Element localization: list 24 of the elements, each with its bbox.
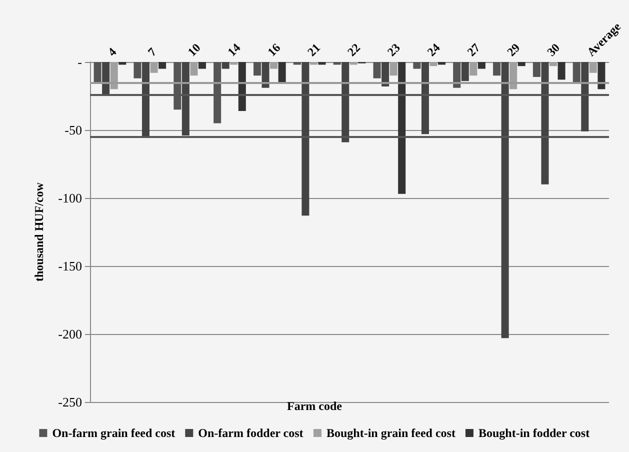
y-tick-label: - <box>78 54 82 70</box>
x-tick-label: 30 <box>544 40 563 59</box>
x-tick-label: 16 <box>264 40 284 59</box>
y-axis-title: thousand HUF/cow <box>32 182 46 282</box>
x-tick-label: 27 <box>464 40 483 59</box>
legend-label: Bought-in fodder cost <box>478 426 590 440</box>
y-tick-label: -250 <box>58 394 82 410</box>
legend-label: Bought-in grain feed cost <box>326 426 456 440</box>
legend-label: On-farm grain feed cost <box>52 426 176 440</box>
x-axis-title: Farm code <box>287 399 343 413</box>
x-tick-label: 21 <box>304 40 324 59</box>
x-tick-label: 4 <box>105 44 120 59</box>
x-tick-label: 7 <box>144 44 160 59</box>
y-tick-label: -100 <box>58 190 82 206</box>
x-tick-label: 23 <box>384 40 403 59</box>
x-tick-label: 14 <box>224 40 244 59</box>
x-tick-label: 29 <box>504 40 523 59</box>
x-tick-label: 22 <box>344 40 363 59</box>
y-tick-label: -150 <box>58 258 82 274</box>
y-tick-label: -200 <box>58 326 82 342</box>
y-tick-label: -50 <box>64 122 82 138</box>
x-tick-label: 10 <box>184 40 204 59</box>
x-tick-label: 24 <box>424 40 443 59</box>
legend-label: On-farm fodder cost <box>198 426 304 440</box>
